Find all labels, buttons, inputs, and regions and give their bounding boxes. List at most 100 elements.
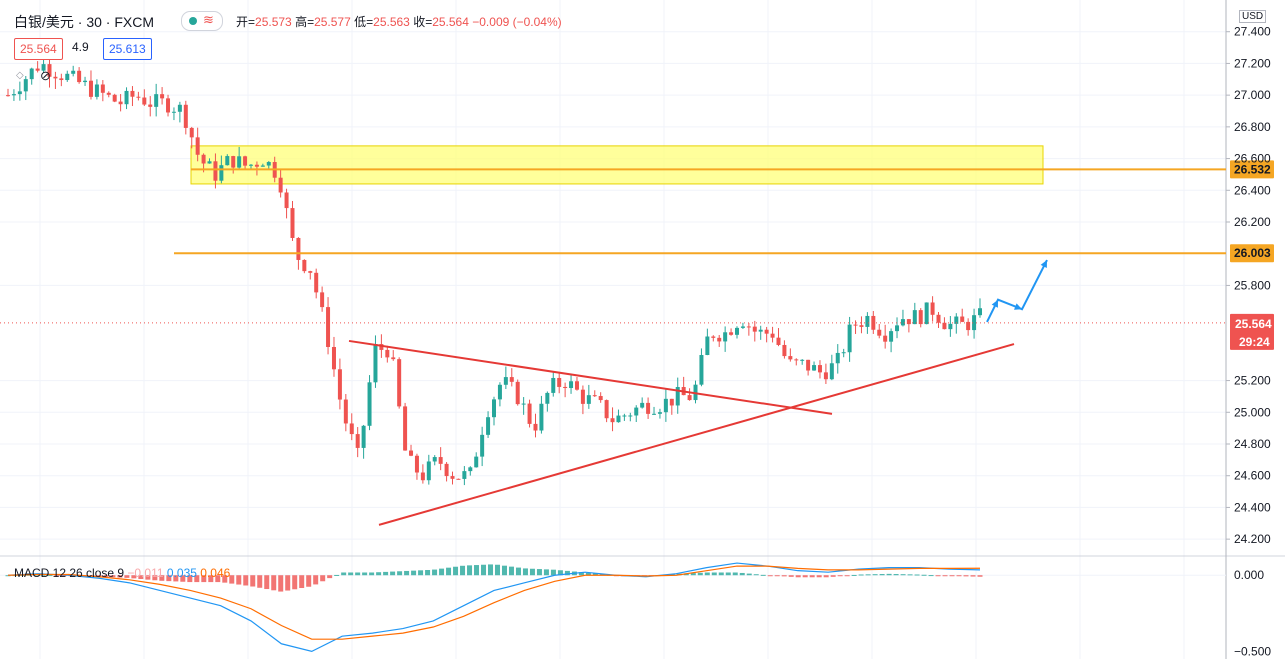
candle-body (557, 377, 562, 387)
macd-hist-bar (935, 575, 941, 577)
candle-body (906, 319, 911, 325)
candle-body (308, 271, 313, 273)
macd-hist-bar (404, 570, 410, 576)
candle-body (171, 111, 176, 113)
candle-body (23, 79, 28, 92)
macd-hist-bar (250, 575, 256, 587)
candle-body (711, 336, 716, 338)
macd-hist-bar (439, 568, 445, 576)
symbol-title[interactable]: 白银/美元 · 30 · FXCM (14, 14, 155, 30)
candle-body (403, 406, 408, 451)
price-tick-label: 25.000 (1234, 405, 1271, 419)
macd-hist-bar (348, 572, 354, 576)
spread-value: 4.9 (72, 40, 89, 54)
macd-hist-bar (977, 575, 983, 577)
hide-eye-icon[interactable]: ⊘ (40, 68, 51, 83)
candle-body (865, 315, 870, 327)
macd-hist-bar (397, 571, 403, 576)
candle-body (225, 156, 230, 166)
macd-hist-bar (865, 574, 871, 576)
candle-body (420, 472, 425, 481)
candle-body (166, 98, 171, 113)
macd-line-value: 0.035 (166, 566, 197, 580)
candle-body (290, 208, 295, 238)
macd-hist-bar (460, 565, 466, 576)
macd-hist-bar (788, 575, 794, 577)
candle-body (729, 332, 734, 335)
change-value: −0.009 (−0.04%) (472, 15, 562, 29)
candle-body (687, 395, 692, 401)
macd-name: MACD 12 26 close 9 (14, 566, 125, 580)
candle-body (930, 302, 935, 315)
macd-hist-bar (474, 565, 480, 576)
candle-body (782, 344, 787, 357)
candle-body (942, 322, 947, 330)
candle-body (752, 326, 757, 332)
candle-body (94, 84, 99, 97)
macd-signal-value: 0.046 (200, 566, 231, 580)
macd-hist-bar (481, 564, 487, 576)
low-label: 低= (354, 15, 374, 29)
candle-body (397, 359, 402, 407)
candle-body (580, 389, 585, 404)
high-label: 高= (295, 15, 315, 29)
candle-body (409, 450, 414, 456)
candle-body (924, 302, 929, 325)
close-label: 收= (413, 15, 433, 29)
candle-body (492, 399, 496, 418)
macd-hist-bar (229, 575, 235, 584)
market-status-pill[interactable]: ≋ (181, 11, 223, 31)
arrow-head-icon (1014, 303, 1022, 310)
macd-hist-bar (306, 575, 312, 587)
candle-body (438, 457, 443, 464)
candle-body (515, 381, 520, 405)
macd-hist-bar (711, 572, 717, 576)
macd-hist-bar (383, 571, 389, 576)
candle-body (83, 80, 88, 83)
candle-body (509, 377, 514, 382)
price-tick-label: 26.600 (1234, 152, 1271, 166)
candle-body (284, 192, 289, 209)
macd-legend[interactable]: MACD 12 26 close 9 −0.011 0.035 0.046 (14, 566, 230, 580)
macd-hist-bar (166, 575, 172, 582)
price-tick-label: 27.400 (1234, 25, 1271, 39)
candle-body (71, 70, 76, 74)
macd-hist-bar (327, 575, 333, 579)
candle-body (41, 64, 46, 71)
supply-zone-rect (190, 145, 1044, 185)
candle-body (847, 324, 852, 353)
macd-hist-bar (264, 575, 270, 590)
sell-price-button[interactable]: 25.564 (14, 38, 63, 60)
candle-body (112, 94, 117, 102)
currency-label[interactable]: USD (1239, 10, 1267, 23)
candle-body (385, 349, 390, 358)
candle-body (213, 161, 218, 181)
candle-body (189, 127, 194, 138)
macd-line (7, 562, 981, 653)
macd-hist-bar (501, 565, 507, 576)
candle-body (142, 97, 147, 105)
candle-body (823, 372, 828, 380)
close-value: 25.564 (432, 15, 469, 29)
candle-body (29, 68, 34, 80)
arrow-head-icon (1040, 260, 1047, 269)
candle-body (533, 423, 538, 431)
macd-hist-bar (103, 575, 109, 577)
high-value: 25.577 (314, 15, 351, 29)
candle-body (622, 415, 627, 417)
price-tick-label: 24.400 (1234, 500, 1271, 514)
projection-path (986, 259, 1048, 323)
macd-hist-bar (893, 574, 899, 576)
candle-body (699, 355, 704, 385)
macd-hist-bar (907, 574, 913, 576)
candle-body (497, 384, 502, 400)
indicator-toggle-icon[interactable]: ◇ (16, 70, 24, 81)
candle-body (812, 365, 817, 371)
candle-body (794, 359, 799, 361)
buy-price-button[interactable]: 25.613 (103, 38, 152, 60)
macd-hist-bar (515, 567, 521, 576)
ascending-trendline (378, 343, 1015, 526)
macd-hist-bar (390, 571, 396, 576)
